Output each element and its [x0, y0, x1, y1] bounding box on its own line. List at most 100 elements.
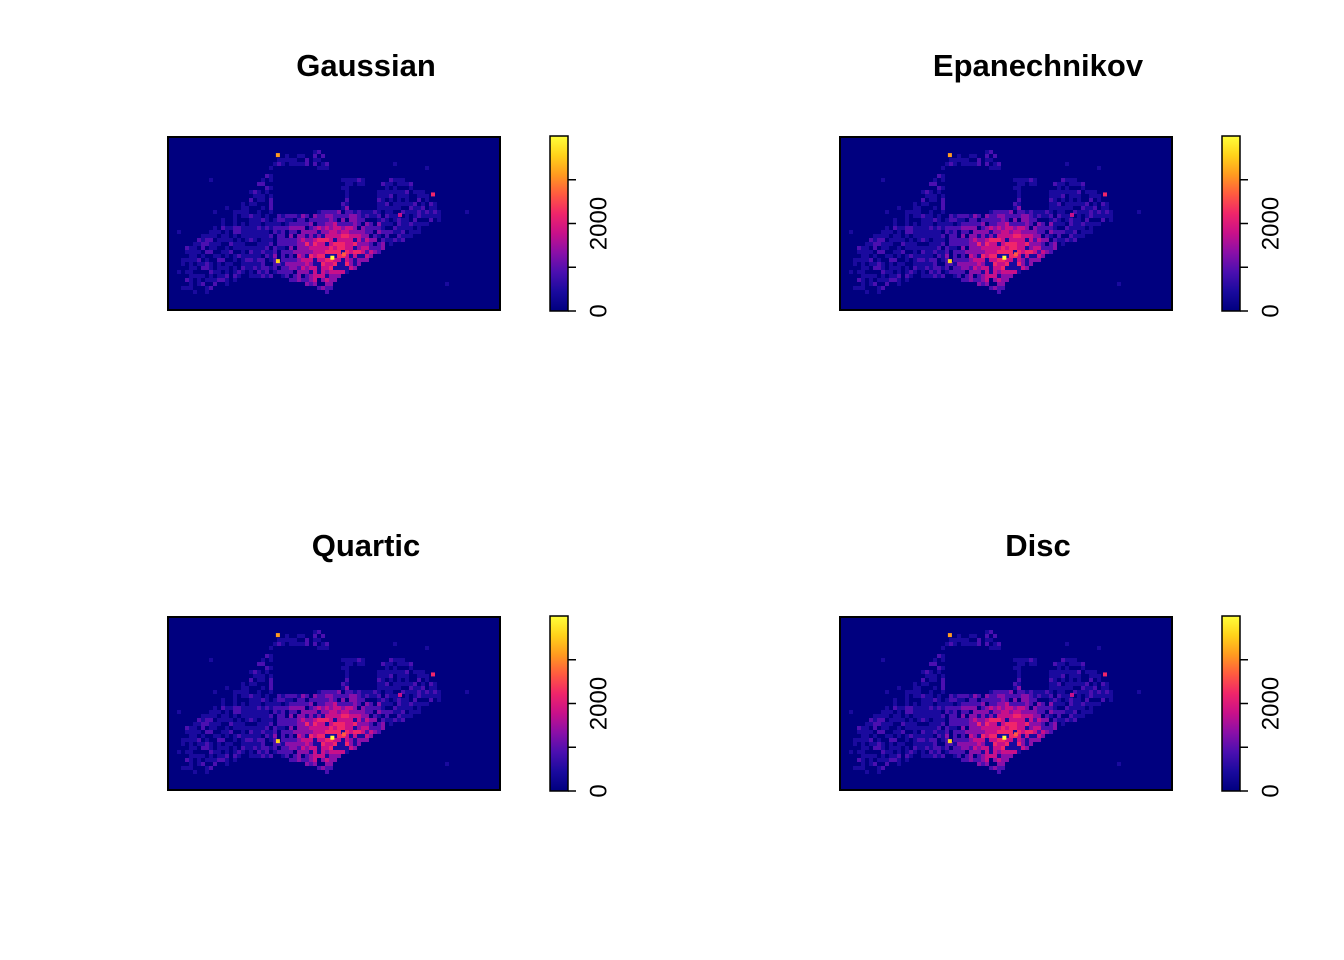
density-cell	[989, 734, 993, 738]
density-cell	[409, 198, 413, 202]
density-cell	[297, 758, 301, 762]
density-cell	[345, 698, 349, 702]
density-cell	[281, 242, 285, 246]
density-cell	[1061, 786, 1065, 789]
density-cell	[425, 214, 429, 218]
density-cell	[957, 170, 961, 174]
density-cell	[345, 206, 349, 210]
density-cell	[417, 202, 421, 206]
density-cell	[265, 250, 269, 254]
density-cell	[189, 726, 193, 730]
density-cell	[293, 718, 297, 722]
density-cell	[317, 746, 321, 750]
density-cell	[405, 650, 409, 654]
density-cell	[413, 230, 417, 234]
density-cell	[261, 738, 265, 742]
density-cell	[329, 286, 333, 290]
density-cell	[185, 758, 189, 762]
density-cell	[933, 742, 937, 746]
density-cell	[273, 682, 277, 686]
density-cell	[325, 738, 329, 742]
density-cell	[961, 750, 965, 754]
density-cell	[957, 722, 961, 726]
density-cell	[229, 242, 233, 246]
density-cell	[277, 218, 281, 222]
density-cell	[977, 762, 981, 766]
density-cell	[297, 690, 301, 694]
density-cell	[985, 278, 989, 282]
density-cell	[297, 722, 301, 726]
density-cell	[301, 214, 305, 218]
density-cell	[353, 686, 357, 690]
density-cell	[929, 194, 933, 198]
density-cell	[1069, 662, 1073, 666]
density-cell	[217, 710, 221, 714]
density-cell	[977, 202, 981, 206]
density-cell	[941, 746, 945, 750]
density-cell	[305, 234, 309, 238]
density-cell	[1037, 734, 1041, 738]
density-cell	[981, 670, 985, 674]
density-cell	[925, 194, 929, 198]
density-cell	[957, 654, 961, 658]
density-cell	[1097, 646, 1101, 650]
density-cell	[949, 262, 953, 266]
density-cell	[1049, 718, 1053, 722]
density-cell	[201, 730, 205, 734]
density-cell	[941, 242, 945, 246]
density-cell	[961, 706, 965, 710]
density-cell	[325, 702, 329, 706]
density-cell	[205, 242, 209, 246]
density-cell	[1109, 694, 1113, 698]
density-cell	[353, 194, 357, 198]
density-cell	[369, 202, 373, 206]
density-cell	[317, 690, 321, 694]
density-cell	[857, 266, 861, 270]
density-cell	[1065, 710, 1069, 714]
density-cell	[269, 218, 273, 222]
density-cell	[257, 182, 261, 186]
density-cell	[1041, 702, 1045, 706]
density-cell	[345, 702, 349, 706]
density-cell	[1041, 690, 1045, 694]
density-cell	[909, 274, 913, 278]
density-cell	[289, 718, 293, 722]
density-cell	[1025, 186, 1029, 190]
density-cell	[273, 246, 277, 250]
density-cell	[285, 658, 289, 662]
density-cell	[1109, 218, 1113, 222]
density-cell	[317, 190, 321, 194]
density-cell	[1081, 194, 1085, 198]
density-cell	[945, 706, 949, 710]
density-cell	[345, 182, 349, 186]
density-cell	[1105, 778, 1109, 782]
density-cell	[277, 706, 281, 710]
density-cell	[981, 738, 985, 742]
density-cell	[329, 218, 333, 222]
density-cell	[973, 758, 977, 762]
density-cell	[361, 674, 365, 678]
density-cell	[997, 690, 1001, 694]
density-cell	[1077, 190, 1081, 194]
density-cell	[413, 670, 417, 674]
density-cell	[293, 722, 297, 726]
density-cell	[425, 674, 429, 678]
density-cell	[193, 258, 197, 262]
density-cell	[985, 686, 989, 690]
density-cell	[269, 746, 273, 750]
density-cell	[909, 690, 913, 694]
density-cell	[997, 770, 1001, 774]
density-cell	[361, 690, 365, 694]
density-cell	[257, 242, 261, 246]
density-cell	[365, 230, 369, 234]
density-cell	[233, 702, 237, 706]
density-cell	[1097, 214, 1101, 218]
density-cell	[997, 278, 1001, 282]
density-cell	[1045, 686, 1049, 690]
density-cell	[233, 718, 237, 722]
density-cell	[337, 738, 341, 742]
density-cell	[893, 734, 897, 738]
density-cell	[949, 650, 953, 654]
density-cell	[1073, 698, 1077, 702]
density-cell	[293, 742, 297, 746]
